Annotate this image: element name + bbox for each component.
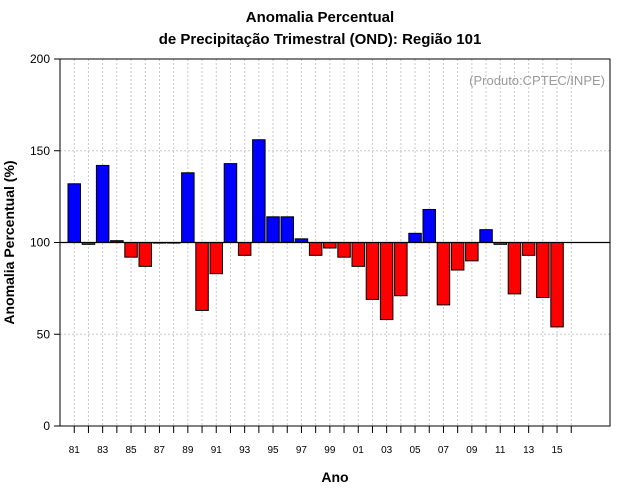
x-tick-label: 97: [296, 445, 308, 456]
bar-07: [436, 242, 451, 306]
bar-83: [95, 164, 110, 243]
bar-92: [223, 163, 238, 243]
x-axis-title: Ano: [321, 469, 348, 485]
bar-95: [266, 216, 280, 243]
y-axis: 0 50 100 150 200: [30, 52, 60, 433]
bar-06: [422, 208, 436, 243]
bar-93: [237, 242, 252, 256]
x-tick-label: 05: [409, 445, 421, 456]
x-tick-label: 87: [154, 445, 166, 456]
x-tick-label: 07: [438, 445, 450, 456]
credit-label: (Produto:CPTEC/INPE): [469, 73, 605, 88]
x-tick-label: 01: [353, 445, 365, 456]
y-tick-label: 50: [37, 327, 51, 341]
x-tick-label: 85: [125, 445, 137, 456]
x-tick-label: 13: [523, 445, 535, 456]
bar-00: [337, 242, 351, 258]
x-tick-label: 83: [97, 445, 109, 456]
x-tick-label: 11: [495, 445, 506, 456]
bar-03: [379, 242, 394, 321]
bar-04: [394, 242, 408, 297]
bar-94: [252, 139, 266, 244]
y-tick-label: 200: [30, 52, 50, 66]
bar-13: [521, 242, 536, 256]
bar-81: [67, 183, 81, 243]
x-tick-label: 15: [551, 445, 563, 456]
bar-96: [280, 216, 294, 243]
x-tick-label: 91: [211, 445, 223, 456]
bar-85: [124, 242, 138, 258]
x-tick-label: 99: [324, 445, 336, 456]
bar-90: [195, 242, 209, 311]
bar-89: [181, 172, 195, 244]
bar-99: [323, 242, 337, 249]
bar-05: [408, 232, 422, 243]
bar-01: [351, 242, 365, 267]
x-tick-label: 09: [466, 445, 478, 456]
y-tick-label: 100: [30, 236, 50, 250]
x-tick-label: 03: [381, 445, 393, 456]
bar-10: [479, 229, 493, 243]
x-tick-label: 95: [267, 445, 279, 456]
y-tick-label: 0: [43, 419, 50, 433]
x-tick-label: 81: [69, 445, 81, 456]
x-tick-label: 89: [182, 445, 194, 456]
bar-91: [209, 242, 223, 275]
y-tick-label: 150: [30, 144, 50, 158]
chart-subtitle: de Precipitação Trimestral (OND): Região…: [158, 31, 482, 48]
grid: [60, 59, 610, 426]
bar-15: [550, 242, 564, 328]
bar-86: [138, 242, 152, 267]
chart-title: Anomalia Percentual: [245, 9, 395, 26]
bars: [67, 139, 564, 328]
bar-09: [465, 242, 479, 262]
bar-08: [450, 242, 465, 271]
bar-12: [507, 242, 522, 295]
bar-14: [536, 242, 550, 299]
x-tick-label: 93: [239, 445, 251, 456]
bar-02: [365, 242, 380, 300]
y-axis-title: Anomalia Percentual (%): [1, 160, 17, 324]
x-axis: 81 83 85 87 89 91 93 95 97 99 01 03 05 07 09 11 13 15: [69, 426, 572, 456]
bar-98: [308, 242, 323, 256]
